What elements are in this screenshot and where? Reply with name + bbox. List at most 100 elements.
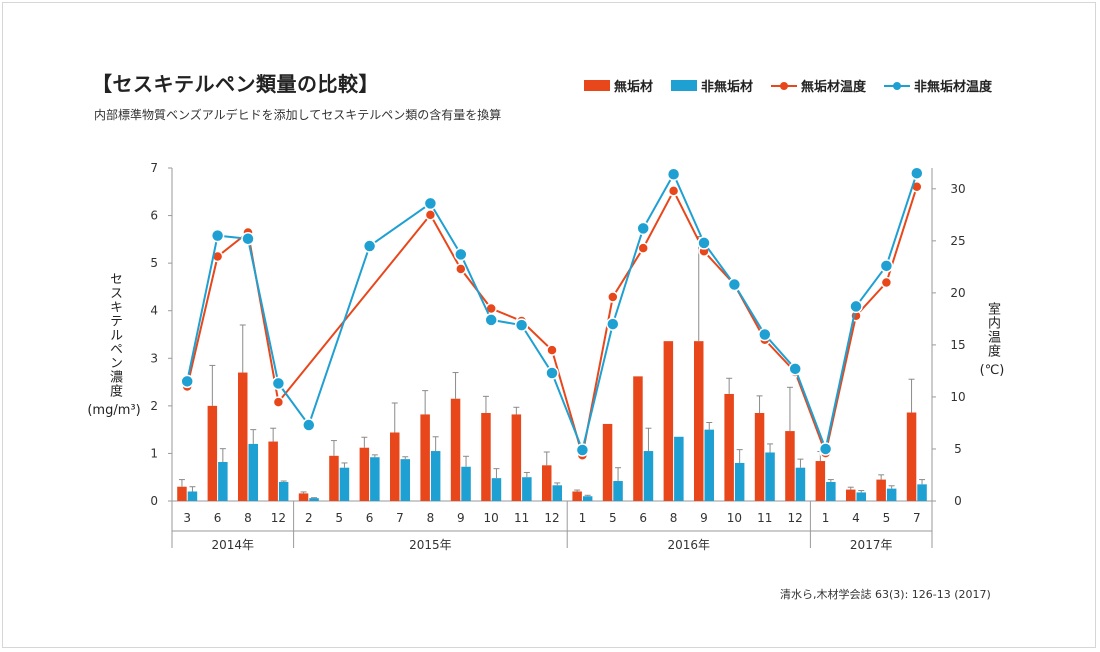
- point-himuku-temp: [271, 376, 286, 391]
- point-himuku-temp: [606, 317, 620, 331]
- source-citation: 清水ら,木材学会誌 63(3): 126-13 (2017): [780, 588, 991, 601]
- bar-himuku: [674, 436, 684, 501]
- bar-himuku: [795, 467, 806, 501]
- point-himuku-temp: [697, 236, 711, 250]
- y-left-tick-label: 4: [150, 304, 158, 318]
- bar-himuku: [278, 481, 289, 501]
- legend-label-muku: 無垢材: [614, 80, 654, 95]
- bar-muku: [359, 447, 370, 501]
- line-muku-temp: [186, 186, 918, 457]
- point-muku-temp: [880, 276, 893, 289]
- y-right-tick-label: 10: [950, 390, 965, 404]
- x-tick-label: 8: [670, 511, 678, 525]
- y-axis-left-label: セスキテルペン濃度 (mg/m³): [84, 272, 144, 419]
- point-muku-temp: [607, 291, 619, 303]
- x-tick-label: 10: [484, 511, 499, 525]
- x-tick-label: 1: [579, 511, 587, 525]
- chart-title: 【セスキテルペン類量の比較】: [92, 72, 379, 96]
- bar-himuku: [856, 492, 866, 501]
- bar-muku: [238, 372, 248, 501]
- y-left-tick-label: 6: [150, 209, 158, 223]
- legend-item-muku: 無垢材: [584, 76, 653, 95]
- point-himuku-temp: [514, 318, 529, 332]
- chart-legend: 無垢材 非無垢材 無垢材温度 非無垢材温度: [584, 76, 1010, 95]
- bar-himuku: [309, 498, 319, 501]
- y-left-tick-label: 1: [150, 446, 158, 460]
- point-himuku-temp: [879, 259, 894, 273]
- point-himuku-temp: [362, 239, 377, 253]
- x-tick-label: 8: [244, 511, 252, 525]
- bar-muku: [815, 461, 826, 501]
- point-himuku-temp: [241, 232, 255, 246]
- bar-himuku: [826, 481, 836, 501]
- legend-label-himuku: 非無垢材: [701, 80, 754, 95]
- point-himuku-temp: [849, 299, 863, 314]
- bar-muku: [876, 479, 886, 501]
- point-muku-temp: [667, 185, 680, 197]
- x-tick-label: 11: [757, 511, 772, 525]
- bar-muku: [329, 455, 339, 501]
- bar-muku: [694, 341, 704, 501]
- y-right-tick-label: 0: [954, 494, 962, 508]
- x-tick-label: 12: [544, 511, 559, 525]
- point-himuku-temp: [636, 221, 650, 236]
- point-himuku-temp: [545, 366, 559, 380]
- legend-label-muku-temp: 無垢材温度: [801, 80, 867, 95]
- bar-himuku: [886, 488, 897, 501]
- point-himuku-temp: [484, 313, 498, 327]
- point-himuku-temp: [758, 327, 772, 342]
- bar-muku: [207, 405, 218, 501]
- x-tick-label: 5: [883, 511, 891, 525]
- bar-muku: [177, 486, 187, 501]
- bar-muku: [298, 493, 309, 501]
- bar-muku: [906, 412, 917, 501]
- bar-himuku: [370, 457, 380, 501]
- bar-himuku: [430, 451, 441, 501]
- bar-muku: [268, 441, 278, 501]
- point-himuku-temp: [575, 443, 590, 457]
- y-axis-right-label-unit: (℃): [979, 363, 1005, 378]
- point-himuku-temp: [818, 442, 833, 456]
- x-tick-label: 12: [788, 511, 803, 525]
- y-left-tick-label: 3: [150, 351, 158, 365]
- bar-muku: [785, 431, 795, 501]
- point-muku-temp: [637, 242, 649, 254]
- x-tick-label: 2: [305, 511, 313, 525]
- bar-himuku: [491, 478, 502, 501]
- y-axis-right-label: 室内温度 (℃): [972, 302, 1012, 379]
- point-himuku-temp: [910, 166, 924, 180]
- point-himuku-temp: [210, 228, 225, 243]
- point-himuku-temp: [423, 196, 438, 211]
- bar-himuku: [218, 461, 228, 501]
- bar-himuku: [522, 477, 532, 501]
- point-muku-temp: [424, 209, 437, 221]
- bar-muku: [420, 414, 430, 501]
- legend-label-himuku-temp: 非無垢材温度: [914, 80, 993, 95]
- y-right-tick-label: 15: [950, 338, 965, 352]
- bar-himuku: [187, 491, 198, 501]
- point-himuku-temp: [727, 277, 742, 292]
- x-tick-label: 8: [427, 511, 435, 525]
- x-tick-label: 7: [396, 511, 404, 525]
- x-tick-label: 7: [913, 511, 921, 525]
- bar-muku: [663, 341, 674, 501]
- legend-item-himuku: 非無垢材: [671, 76, 753, 95]
- bar-himuku: [613, 481, 623, 501]
- point-himuku-temp: [454, 247, 468, 262]
- bar-muku: [450, 398, 461, 501]
- bar-himuku: [339, 467, 350, 501]
- x-tick-label: 6: [214, 511, 222, 525]
- bar-himuku: [765, 452, 775, 501]
- bar-himuku: [643, 451, 654, 501]
- y-left-tick-label: 2: [150, 399, 158, 413]
- x-tick-label: 4: [852, 511, 860, 525]
- bar-muku: [481, 412, 491, 501]
- bar-himuku: [400, 459, 410, 501]
- legend-line-himuku-temp: [884, 80, 911, 92]
- bar-himuku: [734, 462, 745, 501]
- x-tick-label: 5: [609, 511, 617, 525]
- bar-muku: [390, 432, 400, 501]
- point-muku-temp: [546, 344, 558, 356]
